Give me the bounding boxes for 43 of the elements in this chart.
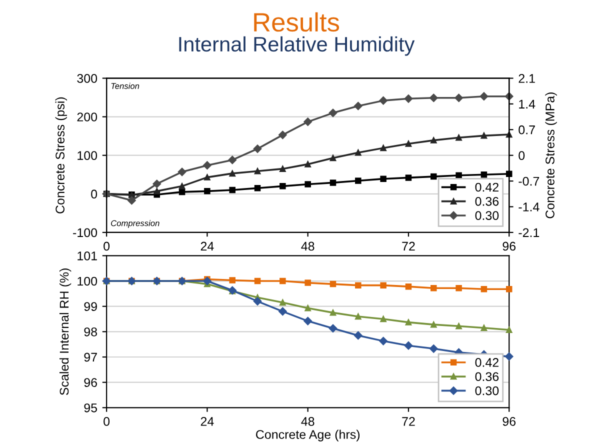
y-tick-label: 99 — [84, 302, 97, 311]
y2-tick-label: 2.1 — [518, 74, 535, 83]
y-tick-label: 98 — [84, 327, 97, 336]
y2-tick-label: 0 — [518, 151, 525, 160]
y-tick-label: 97 — [84, 352, 97, 362]
y-tick-label: 100 — [78, 276, 98, 286]
y-axis-title: Concrete Stress (psi) — [55, 97, 67, 214]
chart-title: Results — [254, 12, 340, 32]
y-tick-label: -100 — [73, 228, 98, 238]
x-tick-label: 96 — [502, 417, 516, 426]
legend-label: 0.36 — [475, 372, 499, 382]
x-tick-label: 72 — [402, 242, 415, 251]
x-axis-title: Concrete Age (hrs) — [256, 430, 360, 442]
legend-label: 0.42 — [475, 358, 498, 367]
x-tick-label: 48 — [301, 242, 314, 251]
x-tick-label: 96 — [502, 242, 516, 251]
y2-tick-label: 1.4 — [519, 100, 536, 108]
y-tick-label: 95 — [84, 403, 98, 412]
y-tick-label: 300 — [77, 74, 98, 83]
annotation: Compression — [111, 220, 160, 228]
annotation: Tension — [111, 82, 140, 89]
y2-tick-label: -2.1 — [518, 228, 540, 237]
y2-axis-title: Concrete Stress (MPa) — [545, 92, 557, 218]
x-tick-label: 24 — [200, 417, 214, 426]
legend-label: 0.36 — [475, 196, 499, 206]
y-tick-label: 100 — [78, 151, 98, 160]
y-axis-title: Scaled Internal RH (%) — [59, 268, 72, 396]
y2-tick-label: -0.7 — [518, 176, 540, 186]
y-tick-label: 200 — [77, 112, 98, 122]
legend-label: 0.30 — [475, 386, 499, 396]
x-tick-label: 24 — [200, 242, 214, 251]
y-tick-label: 96 — [84, 378, 97, 387]
x-tick-label: 0 — [104, 242, 110, 251]
x-tick-label: 72 — [402, 417, 415, 426]
y-tick-label: 101 — [78, 251, 97, 260]
y2-tick-label: -1.4 — [518, 202, 540, 212]
chart-subtitle: Internal Relative Humidity — [179, 36, 415, 56]
y-tick-label: 0 — [91, 190, 98, 199]
y2-tick-label: 0.7 — [518, 125, 535, 134]
legend-label: 0.30 — [475, 211, 499, 220]
x-tick-label: 48 — [301, 417, 314, 426]
x-tick-label: 0 — [104, 417, 110, 426]
legend-label: 0.42 — [475, 182, 498, 192]
